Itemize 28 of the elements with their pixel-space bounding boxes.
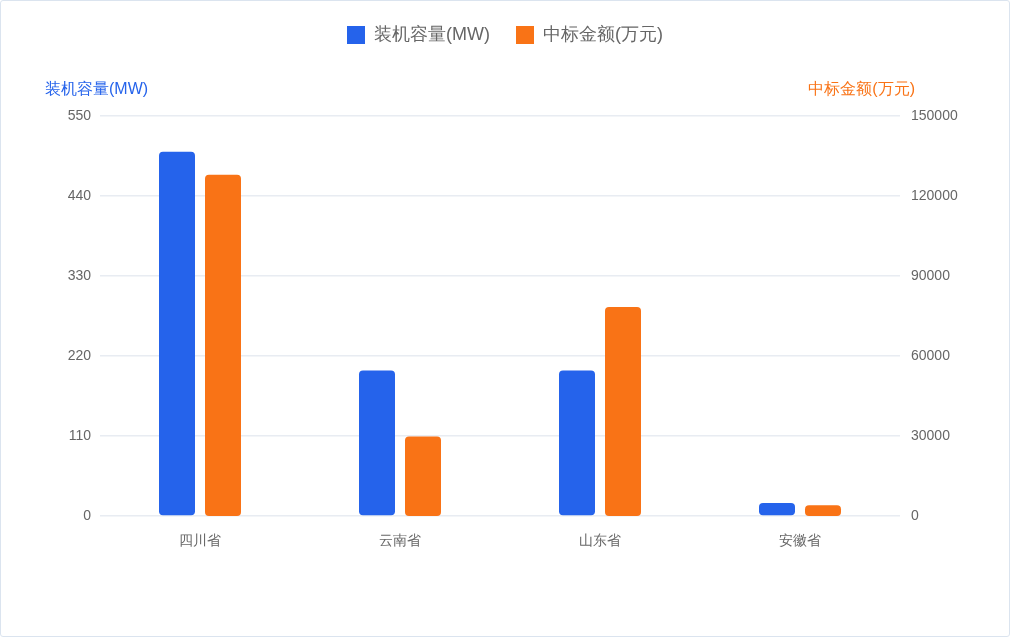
legend-label: 装机容量(MW) [374, 23, 490, 44]
y-tick-label: 0 [83, 506, 92, 523]
y-tick-label: 220 [67, 346, 92, 363]
y2-tick-label: 120000 [911, 186, 958, 203]
bar [805, 505, 841, 516]
y2-tick-label: 60000 [911, 346, 951, 363]
legend-label: 中标金额(万元) [542, 23, 663, 44]
y-tick-label: 110 [68, 426, 92, 443]
x-tick-label: 安徽省 [779, 532, 821, 549]
bar [159, 151, 195, 516]
y-tick-label: 550 [67, 106, 92, 123]
bar [605, 306, 641, 516]
y-axis-title: 装机容量(MW) [45, 80, 149, 98]
y-tick-label: 440 [67, 186, 92, 203]
x-tick-label: 山东省 [579, 532, 621, 549]
y2-tick-label: 30000 [911, 426, 951, 443]
bar [205, 174, 241, 516]
x-tick-label: 云南省 [379, 532, 421, 549]
bar [759, 502, 795, 516]
bar [405, 436, 441, 516]
y2-tick-label: 0 [911, 506, 919, 523]
y2-tick-label: 150000 [911, 106, 958, 123]
bar [559, 370, 595, 516]
y2-axis-title: 中标金额(万元) [808, 80, 915, 98]
y2-tick-label: 90000 [911, 266, 951, 283]
y-tick-label: 330 [67, 266, 92, 283]
x-tick-label: 四川省 [179, 532, 221, 549]
bar [359, 370, 395, 516]
